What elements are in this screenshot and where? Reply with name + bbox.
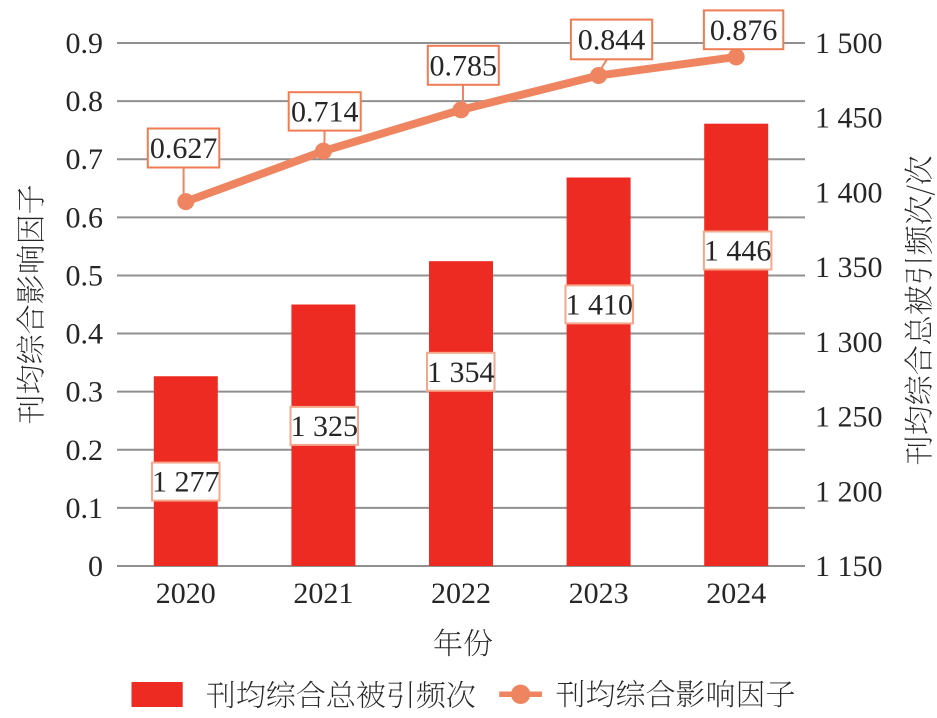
- svg-text:2024: 2024: [706, 577, 766, 610]
- svg-text:1 354: 1 354: [427, 356, 495, 389]
- svg-text:0: 0: [88, 550, 103, 583]
- svg-text:1 350: 1 350: [815, 251, 883, 284]
- svg-text:0.7: 0.7: [66, 143, 104, 176]
- svg-text:0.3: 0.3: [66, 376, 104, 409]
- svg-text:0.4: 0.4: [66, 318, 104, 351]
- svg-text:1 410: 1 410: [565, 288, 633, 321]
- svg-text:2021: 2021: [293, 577, 353, 610]
- svg-text:2020: 2020: [156, 577, 216, 610]
- svg-text:1 325: 1 325: [290, 410, 358, 443]
- svg-text:0.1: 0.1: [66, 492, 104, 525]
- svg-text:0.2: 0.2: [66, 434, 104, 467]
- svg-text:1 250: 1 250: [815, 401, 883, 434]
- svg-text:0.8: 0.8: [66, 85, 104, 118]
- svg-text:1 400: 1 400: [815, 176, 883, 209]
- svg-text:1 277: 1 277: [152, 466, 220, 499]
- svg-text:2022: 2022: [431, 577, 491, 610]
- svg-text:1 200: 1 200: [815, 475, 883, 508]
- svg-text:0.6: 0.6: [66, 201, 104, 234]
- svg-text:0.876: 0.876: [710, 14, 778, 47]
- svg-text:1 300: 1 300: [815, 326, 883, 359]
- svg-text:1 450: 1 450: [815, 102, 883, 135]
- svg-text:0.844: 0.844: [578, 24, 646, 57]
- svg-text:1 500: 1 500: [815, 27, 883, 60]
- svg-text:0.714: 0.714: [291, 95, 359, 128]
- svg-text:1 150: 1 150: [815, 550, 883, 583]
- svg-text:0.785: 0.785: [430, 49, 498, 82]
- svg-text:1 446: 1 446: [704, 235, 772, 268]
- svg-text:2023: 2023: [569, 577, 629, 610]
- svg-text:0.627: 0.627: [150, 132, 218, 165]
- svg-text:0.5: 0.5: [66, 259, 104, 292]
- svg-text:0.9: 0.9: [66, 27, 104, 60]
